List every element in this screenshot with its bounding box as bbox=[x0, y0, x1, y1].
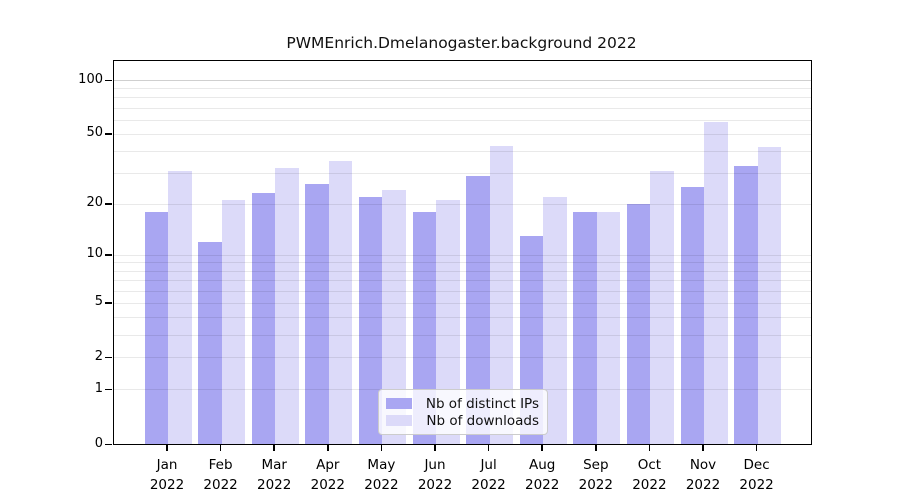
gridline-4 bbox=[114, 317, 811, 319]
x-tick-mark-mar bbox=[273, 444, 275, 451]
x-tick-label-may: May 2022 bbox=[364, 457, 399, 493]
bar-ips-oct bbox=[626, 203, 651, 444]
y-tick-label-0: 0 bbox=[94, 435, 103, 451]
x-tick-mark-oct bbox=[648, 444, 651, 451]
bar-downloads-apr bbox=[328, 161, 353, 444]
bar-downloads-nov bbox=[704, 122, 728, 444]
gridline-100 bbox=[114, 80, 811, 81]
gridline-10 bbox=[114, 254, 811, 256]
y-tick-mark-1 bbox=[105, 388, 112, 391]
x-tick-mark-apr bbox=[327, 444, 329, 451]
y-tick-label-5: 5 bbox=[94, 294, 103, 310]
gridline-5 bbox=[114, 302, 811, 304]
bar-ips-jan bbox=[144, 211, 168, 444]
gridline-30 bbox=[114, 173, 811, 175]
x-tick-label-oct: Oct 2022 bbox=[632, 457, 667, 493]
y-tick-mark-20 bbox=[105, 203, 112, 205]
bar-downloads-feb bbox=[221, 200, 246, 444]
x-tick-label-mar: Mar 2022 bbox=[257, 457, 292, 493]
legend-swatch-ips bbox=[386, 398, 412, 409]
y-tick-mark-100 bbox=[105, 79, 112, 81]
bar-ips-sep bbox=[573, 211, 597, 444]
bar-downloads-jan bbox=[168, 170, 192, 444]
x-tick-mark-may bbox=[380, 444, 383, 451]
bar-downloads-aug bbox=[543, 196, 567, 444]
x-tick-mark-jun bbox=[434, 444, 436, 451]
bar-ips-may bbox=[358, 196, 383, 444]
x-tick-label-jul: Jul 2022 bbox=[471, 457, 506, 493]
bar-downloads-oct bbox=[650, 170, 674, 444]
gridline-7 bbox=[114, 279, 811, 281]
bar-ips-jun bbox=[412, 211, 436, 444]
x-tick-label-apr: Apr 2022 bbox=[310, 457, 345, 493]
x-tick-mark-aug bbox=[541, 444, 543, 451]
bar-ips-mar bbox=[251, 193, 276, 444]
gridline-40 bbox=[114, 151, 811, 153]
chart-title: PWMEnrich.Dmelanogaster.background 2022 bbox=[286, 34, 637, 52]
gridline-9 bbox=[114, 262, 811, 264]
x-tick-mark-feb bbox=[219, 444, 222, 451]
legend-item-ips: Nb of distinct IPs bbox=[386, 395, 539, 412]
bar-ips-apr bbox=[305, 184, 329, 444]
gridline-6 bbox=[114, 290, 811, 292]
x-tick-label-nov: Nov 2022 bbox=[685, 457, 721, 493]
gridline-90 bbox=[114, 88, 811, 90]
legend: Nb of distinct IPs Nb of downloads bbox=[378, 389, 548, 435]
x-tick-mark-dec bbox=[755, 444, 758, 451]
bar-downloads-jul bbox=[489, 145, 514, 444]
gridline-3 bbox=[114, 334, 811, 336]
bar-downloads-sep bbox=[596, 211, 621, 444]
x-tick-label-sep: Sep 2022 bbox=[578, 457, 613, 493]
bar-downloads-dec bbox=[757, 147, 782, 444]
legend-label-ips: Nb of distinct IPs bbox=[425, 395, 539, 412]
bar-ips-jul bbox=[466, 175, 490, 444]
y-tick-mark-10 bbox=[105, 254, 112, 256]
y-tick-label-2: 2 bbox=[94, 348, 103, 364]
bar-ips-nov bbox=[680, 187, 704, 444]
x-tick-mark-nov bbox=[702, 444, 704, 451]
gridline-60 bbox=[114, 119, 811, 121]
y-tick-mark-0 bbox=[105, 443, 112, 445]
y-tick-label-1: 1 bbox=[94, 380, 103, 396]
gridline-70 bbox=[114, 107, 811, 109]
x-tick-label-jan: Jan 2022 bbox=[149, 457, 185, 493]
x-tick-label-feb: Feb 2022 bbox=[203, 457, 238, 493]
bar-downloads-jun bbox=[436, 200, 460, 444]
bar-downloads-may bbox=[382, 190, 406, 444]
x-tick-label-dec: Dec 2022 bbox=[739, 457, 774, 493]
x-tick-mark-jul bbox=[487, 444, 490, 451]
bar-downloads-mar bbox=[275, 168, 299, 444]
plot-area bbox=[105, 60, 812, 445]
y-tick-label-20: 20 bbox=[86, 195, 103, 211]
gridline-8 bbox=[114, 270, 811, 272]
x-tick-mark-jan bbox=[166, 444, 168, 451]
y-tick-mark-2 bbox=[105, 356, 112, 359]
legend-label-downloads: Nb of downloads bbox=[426, 412, 539, 429]
y-tick-label-10: 10 bbox=[86, 246, 103, 262]
x-tick-label-jun: Jun 2022 bbox=[417, 457, 453, 493]
gridline-50 bbox=[114, 133, 811, 135]
gridline-80 bbox=[114, 97, 811, 99]
x-tick-mark-sep bbox=[595, 444, 597, 451]
legend-swatch-downloads bbox=[386, 415, 412, 426]
y-tick-label-100: 100 bbox=[78, 71, 103, 87]
y-tick-label-50: 50 bbox=[86, 125, 103, 141]
bar-ips-dec bbox=[734, 165, 758, 444]
bar-ips-feb bbox=[198, 241, 222, 444]
y-tick-mark-5 bbox=[105, 302, 112, 304]
legend-item-downloads: Nb of downloads bbox=[386, 412, 539, 429]
y-tick-mark-50 bbox=[105, 133, 112, 135]
gridline-2 bbox=[114, 357, 811, 359]
x-tick-label-aug: Aug 2022 bbox=[525, 457, 560, 493]
gridline-20 bbox=[114, 203, 811, 205]
